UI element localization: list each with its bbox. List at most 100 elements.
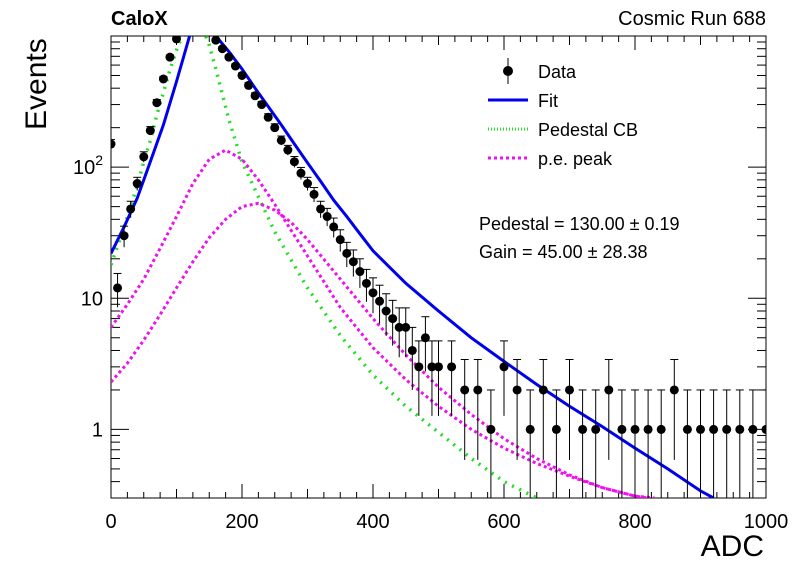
data-point [381, 306, 391, 316]
legend-label: Data [538, 62, 577, 82]
data-point [630, 424, 640, 434]
pedestal-result: Pedestal = 130.00 ± 0.19 [479, 214, 680, 234]
data-point [211, 36, 221, 45]
data-point [250, 91, 260, 101]
x-tick-label: 200 [225, 511, 258, 533]
data-point [407, 345, 417, 355]
data-point [244, 80, 254, 90]
data-point [208, 36, 211, 37]
data-point [617, 424, 627, 434]
data-point [283, 145, 293, 155]
y-tick-label: 10 [81, 288, 103, 310]
data-point [355, 267, 365, 277]
data-point [388, 314, 398, 324]
data-point [139, 152, 149, 162]
data-point [473, 385, 483, 395]
y-axis-label: Events [20, 38, 53, 130]
data-point [394, 322, 404, 332]
plot-frame [110, 35, 767, 499]
data-point [447, 362, 457, 372]
data-point [185, 14, 194, 23]
data-point [126, 204, 136, 214]
data-point [276, 135, 286, 145]
data-point [709, 424, 719, 434]
data-point [682, 424, 692, 434]
gain-result: Gain = 45.00 ± 28.38 [479, 242, 648, 262]
data-point [172, 36, 181, 44]
data-point [525, 424, 535, 434]
data-point [152, 98, 162, 108]
data-point [257, 100, 267, 110]
data-point [316, 204, 326, 214]
data-point [237, 70, 247, 80]
data-point [217, 44, 227, 54]
data-point [322, 212, 332, 222]
data-point [329, 222, 339, 232]
data-point [499, 362, 509, 372]
fit-curve [111, 36, 715, 498]
data-point [335, 235, 345, 245]
data-point [748, 424, 758, 434]
y-tick-label: 1 [92, 419, 103, 441]
data-point [158, 74, 168, 84]
data-point [486, 424, 496, 434]
data-point [111, 139, 116, 149]
data-point [434, 362, 443, 372]
data-point [375, 296, 385, 306]
data-point [551, 424, 561, 434]
data-point [643, 424, 653, 434]
data-point [270, 123, 280, 133]
data-point [512, 385, 522, 395]
data-point [460, 385, 470, 395]
data-point [401, 322, 411, 332]
x-tick-label: 600 [487, 511, 520, 533]
data-point [179, 21, 188, 30]
data-point [604, 385, 614, 395]
data-point [696, 424, 705, 434]
legend-label: Fit [538, 91, 558, 111]
data-point [538, 385, 548, 395]
data-point [309, 189, 319, 199]
data-point [113, 283, 123, 293]
data-point [565, 385, 574, 395]
data-point [230, 61, 240, 71]
data-point [722, 424, 732, 434]
x-tick-label: 800 [618, 511, 651, 533]
data-point [761, 424, 766, 434]
data-point [132, 179, 142, 189]
pe-peak-curve [111, 148, 655, 498]
legend-label: p.e. peak [538, 149, 613, 169]
x-axis-label: ADC [700, 530, 764, 563]
data-point [289, 157, 299, 167]
data-point [361, 278, 371, 288]
plot-area [111, 12, 766, 498]
data-point [263, 112, 273, 122]
legend-marker [503, 66, 513, 76]
data-point [414, 362, 424, 372]
fit-results: Pedestal = 130.00 ± 0.19 Gain = 45.00 ± … [479, 210, 680, 266]
data-point [591, 424, 601, 434]
data-point [342, 248, 352, 258]
y-tick-label: 102 [73, 152, 103, 179]
data-point [198, 19, 207, 28]
data-point [192, 12, 201, 21]
data-point [296, 168, 306, 178]
legend-label: Pedestal CB [538, 120, 638, 140]
data-point [578, 424, 588, 434]
data-point [224, 52, 234, 62]
data-point [735, 424, 745, 434]
data-point [427, 362, 437, 372]
data-point [348, 257, 358, 267]
data-point [119, 231, 129, 241]
data-point [420, 333, 430, 343]
experiment-label: CaloX [111, 8, 168, 30]
data-point [669, 385, 679, 395]
x-tick-label: 400 [356, 511, 389, 533]
x-tick-label: 0 [105, 511, 116, 533]
data-point [165, 52, 175, 62]
data-point [145, 126, 155, 136]
run-label: Cosmic Run 688 [618, 8, 766, 30]
data-point [656, 424, 666, 434]
pe-peak-curve [111, 201, 649, 498]
